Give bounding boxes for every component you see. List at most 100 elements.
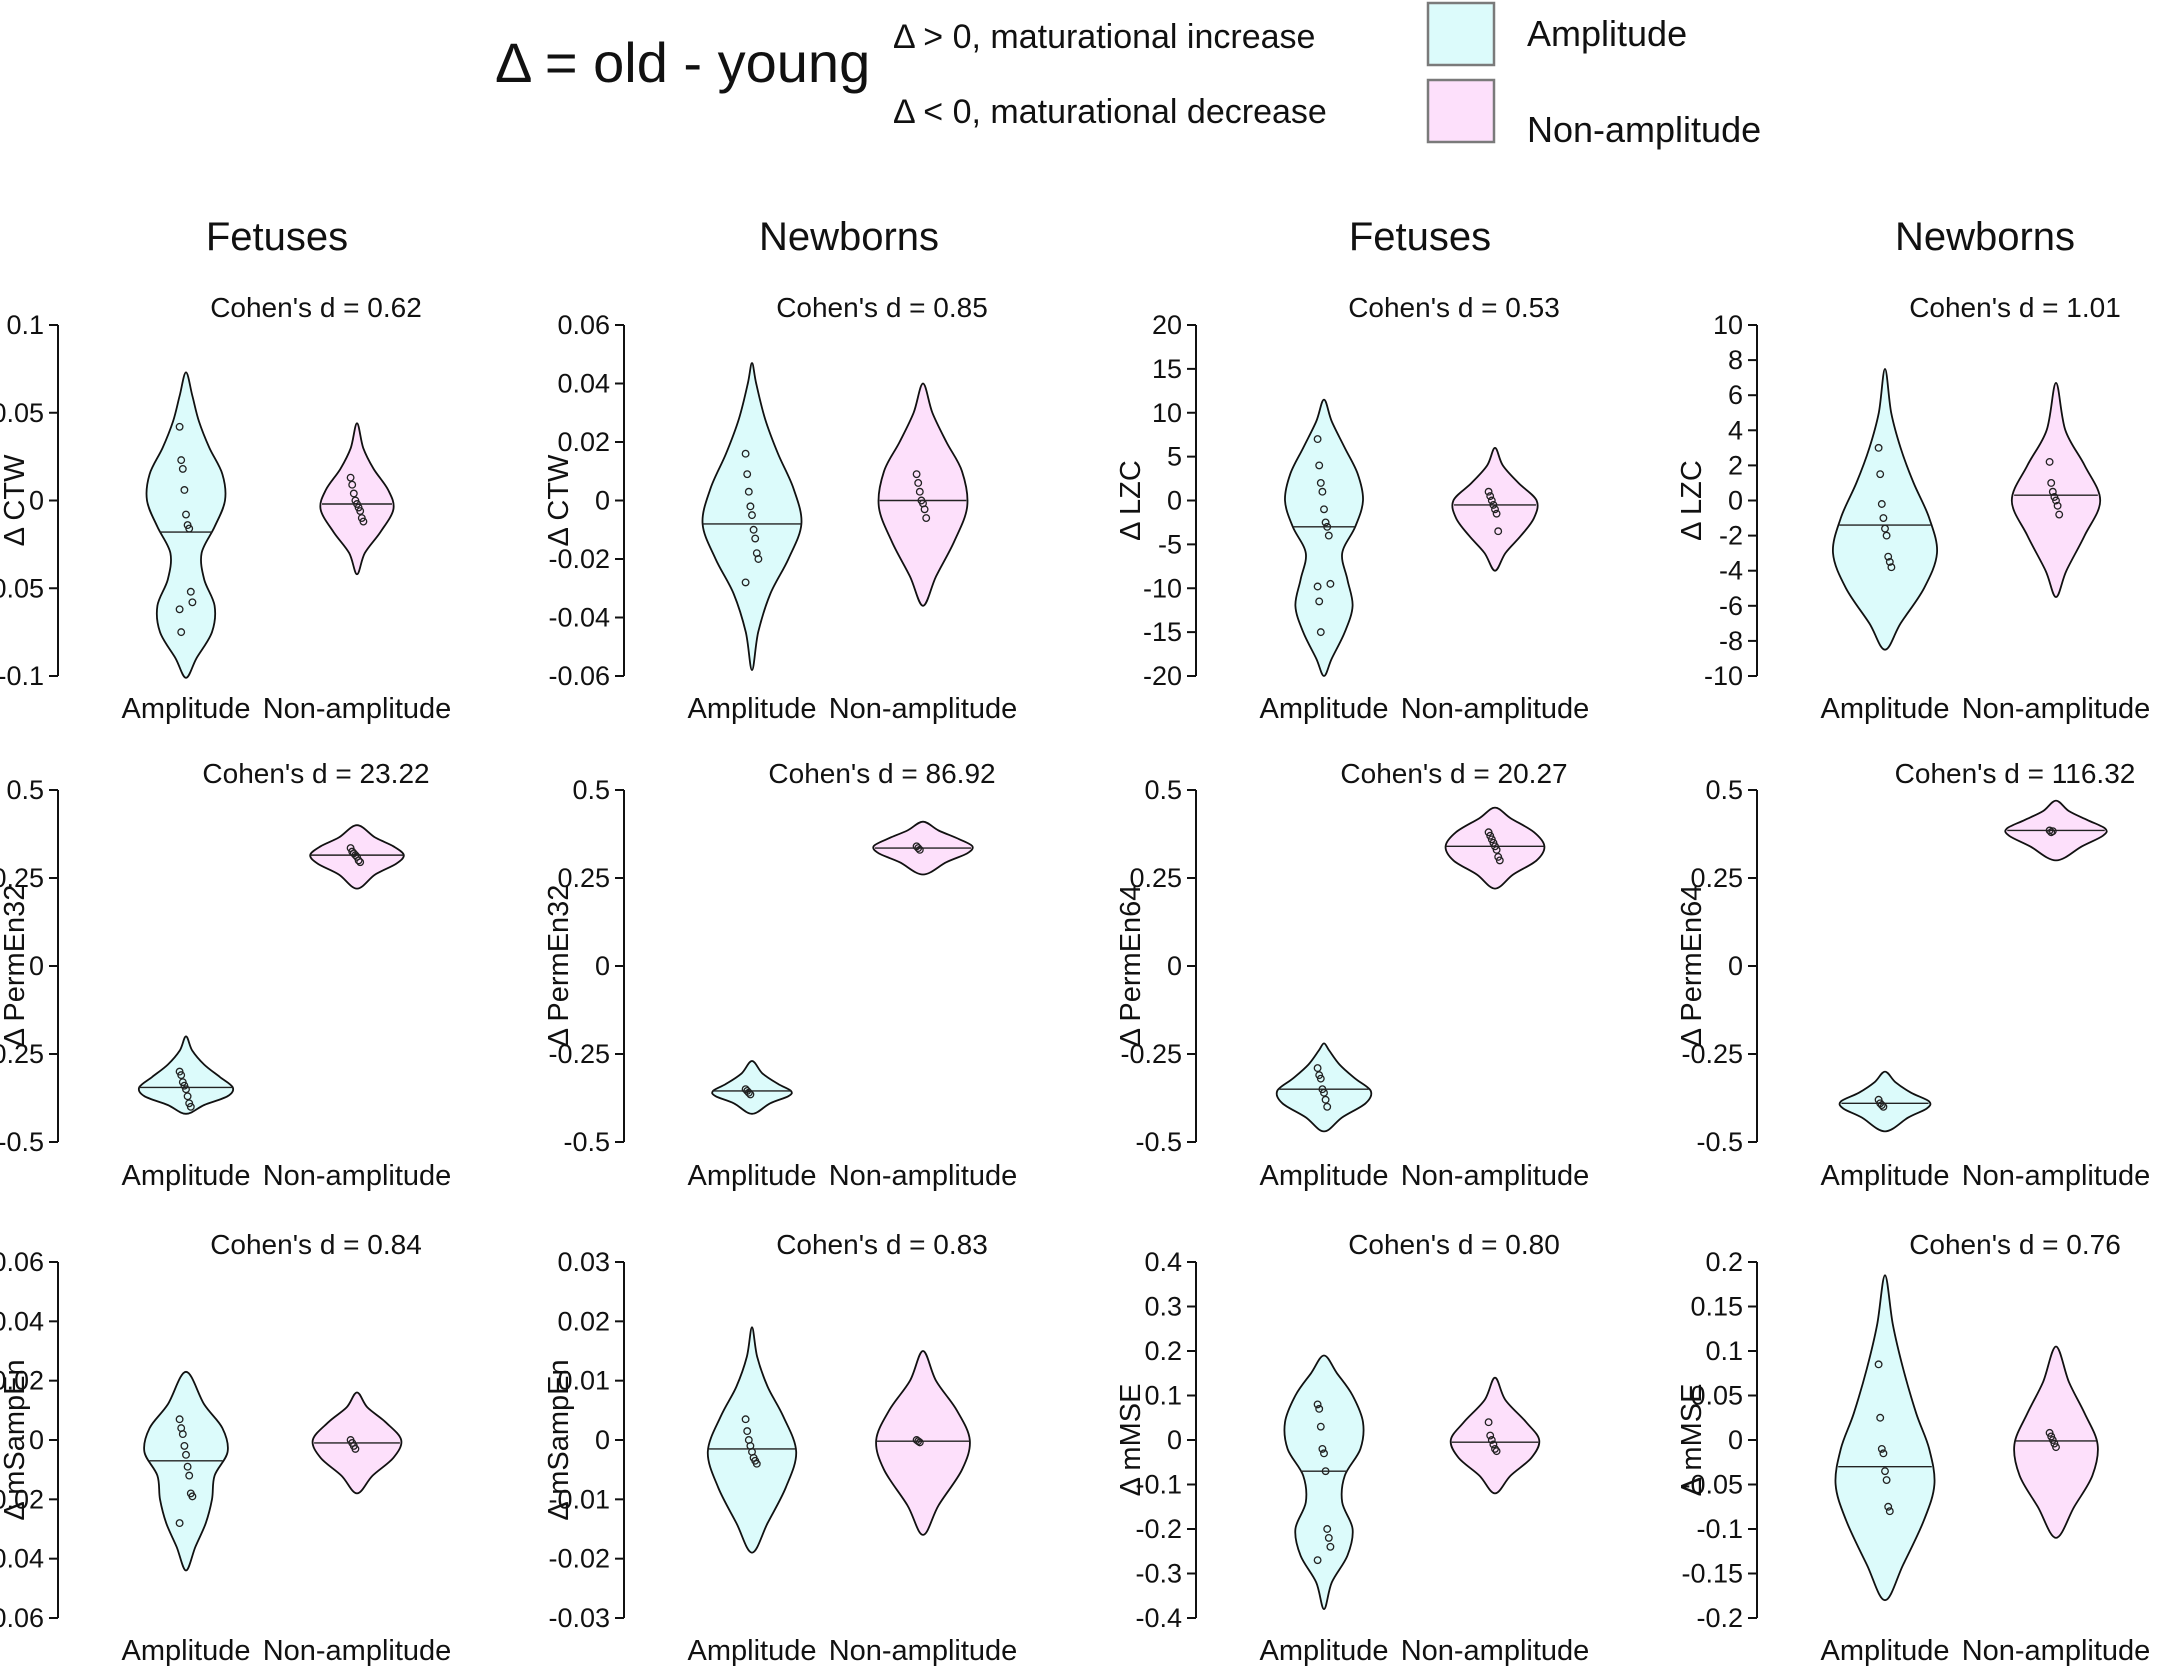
x-category-label: Non-amplitude xyxy=(263,1160,452,1192)
violin-non-amplitude xyxy=(1444,806,1546,890)
data-point xyxy=(2048,487,2057,496)
cohens-d-label: Cohen's d = 20.27 xyxy=(1340,758,1567,789)
y-tick-label: -0.2 xyxy=(1135,1514,1182,1544)
x-category-label: Amplitude xyxy=(688,693,817,725)
data-point xyxy=(2047,828,2056,837)
data-point xyxy=(1491,505,1499,514)
data-point xyxy=(356,507,365,515)
y-tick-label: 20 xyxy=(1152,310,1182,340)
y-tick-label: 0.2 xyxy=(1144,1336,1182,1366)
data-point xyxy=(749,525,758,534)
y-tick-label: -0.02 xyxy=(548,1544,610,1574)
x-category-label: Amplitude xyxy=(1260,693,1389,725)
y-tick-label: 0.1 xyxy=(6,310,44,340)
y-tick-label: 0 xyxy=(1728,486,1743,516)
data-point xyxy=(188,598,197,607)
y-axis-label: Δ CTW xyxy=(543,454,575,546)
y-tick-label: 0.15 xyxy=(1690,1292,1743,1322)
x-category-label: Amplitude xyxy=(1821,693,1950,725)
violin-panel: 0.03 0.02 0.01 0 -0.01 -0.02 -0.03 Δ mSampEn Coh… xyxy=(543,1229,1017,1667)
violin-amplitude xyxy=(1832,367,1938,651)
data-point xyxy=(1487,1436,1496,1444)
data-point xyxy=(1495,856,1504,865)
violin-amplitude xyxy=(711,1060,793,1115)
y-tick-label: -0.3 xyxy=(1135,1559,1182,1589)
data-point xyxy=(175,1519,184,1528)
legend-label-amplitude: Amplitude xyxy=(1527,13,1687,54)
y-tick-label: -0.25 xyxy=(1120,1039,1182,1069)
y-tick-label: -0.01 xyxy=(548,1484,610,1514)
y-tick-label: -0.5 xyxy=(1135,1127,1182,1157)
data-point xyxy=(1326,1542,1335,1551)
data-point xyxy=(751,534,760,543)
y-tick-label: 0.06 xyxy=(0,1247,44,1277)
y-tick-label: 0.3 xyxy=(1144,1292,1182,1322)
y-tick-label: 0.1 xyxy=(1705,1336,1743,1366)
data-point xyxy=(178,464,187,473)
data-point xyxy=(1884,1502,1893,1511)
data-point xyxy=(1316,1422,1325,1431)
x-category-label: Amplitude xyxy=(1260,1160,1389,1192)
x-category-label: Non-amplitude xyxy=(829,1160,1018,1192)
data-point xyxy=(1321,1467,1330,1476)
data-point xyxy=(1489,500,1498,509)
y-tick-label: 0 xyxy=(595,486,610,516)
data-point xyxy=(1315,461,1324,470)
data-point xyxy=(349,489,358,498)
data-point xyxy=(346,473,355,482)
y-tick-label: 0.5 xyxy=(6,775,44,805)
violin-amplitude xyxy=(1283,1354,1365,1611)
x-category-label: Amplitude xyxy=(122,693,251,725)
data-point xyxy=(2052,496,2060,505)
y-tick-label: 0.5 xyxy=(1705,775,1743,805)
data-point xyxy=(1315,1404,1324,1413)
y-tick-label: -0.25 xyxy=(0,1039,44,1069)
cohens-d-label: Cohen's d = 0.80 xyxy=(1348,1229,1560,1260)
data-point xyxy=(1879,514,1888,522)
y-tick-label: -10 xyxy=(1704,661,1743,691)
data-point xyxy=(1492,1447,1501,1456)
y-tick-label: 0 xyxy=(595,1425,610,1455)
data-point xyxy=(1313,1400,1322,1409)
data-point xyxy=(180,486,189,494)
data-point xyxy=(177,1071,186,1080)
cohens-d-label: Cohen's d = 0.76 xyxy=(1909,1229,2121,1260)
x-category-label: Non-amplitude xyxy=(1401,1160,1590,1192)
data-point xyxy=(2048,827,2057,836)
y-tick-label: 0.25 xyxy=(0,863,44,893)
violin-panel: 0.06 0.04 0.02 0 -0.02 -0.04 -0.06 Δ CTW Cohen's… xyxy=(543,292,1017,725)
data-point xyxy=(356,858,365,867)
violin-amplitude xyxy=(1284,398,1364,677)
data-point xyxy=(1324,531,1333,540)
data-point xyxy=(175,422,184,431)
data-point xyxy=(185,1471,194,1480)
y-tick-label: 0.2 xyxy=(1705,1247,1743,1277)
x-category-label: Non-amplitude xyxy=(263,693,452,725)
y-tick-label: 8 xyxy=(1728,345,1743,375)
x-category-label: Amplitude xyxy=(688,1635,817,1667)
data-point xyxy=(1876,470,1885,479)
violin-amplitude xyxy=(1275,1042,1373,1133)
y-tick-label: 0.25 xyxy=(1690,863,1743,893)
y-tick-label: 0.04 xyxy=(0,1306,44,1336)
data-point xyxy=(178,1430,187,1439)
violin-amplitude xyxy=(145,371,227,679)
y-tick-label: 0.03 xyxy=(557,1247,610,1277)
data-point xyxy=(1874,443,1883,452)
y-axis-label: Δ PermEn64 xyxy=(1115,885,1147,1048)
data-point xyxy=(1316,1074,1325,1083)
y-axis-label: Δ mMSE xyxy=(1676,1384,1708,1497)
y-tick-label: -0.5 xyxy=(1696,1127,1743,1157)
data-point xyxy=(348,480,357,489)
x-category-label: Non-amplitude xyxy=(1962,1160,2151,1192)
data-point xyxy=(183,1462,192,1471)
data-point xyxy=(1882,531,1891,540)
y-tick-label: -8 xyxy=(1719,626,1743,656)
y-tick-label: -0.03 xyxy=(548,1603,610,1633)
x-category-label: Non-amplitude xyxy=(1401,1635,1590,1667)
data-point xyxy=(920,505,929,514)
data-point xyxy=(188,1492,197,1501)
data-point xyxy=(1486,492,1495,501)
cohens-d-label: Cohen's d = 23.22 xyxy=(202,758,429,789)
cohens-d-label: Cohen's d = 0.84 xyxy=(210,1229,422,1260)
